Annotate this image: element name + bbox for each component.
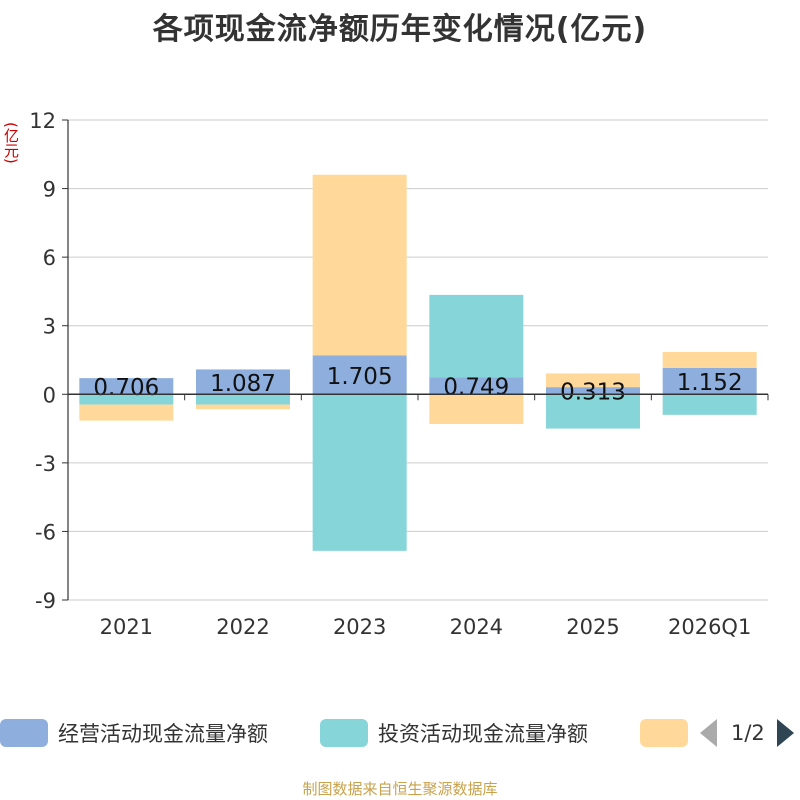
- chart-title: 各项现金流净额历年变化情况(亿元): [152, 12, 648, 47]
- y-tick-label: 3: [43, 315, 56, 339]
- data-label: 0.749: [443, 375, 509, 401]
- legend-swatch-investing: [320, 719, 368, 747]
- y-tick-label: 9: [43, 178, 56, 202]
- bar-investing-2026Q1: [662, 394, 757, 415]
- legend-label-investing: 投资活动现金流量净额: [378, 722, 588, 746]
- legend-pager: 1/2: [700, 716, 794, 750]
- legend-swatch-operating: [0, 719, 48, 747]
- y-tick-label: 0: [43, 383, 56, 407]
- bar-financing-2026Q1: [662, 351, 757, 368]
- y-tick-label: -6: [35, 520, 56, 544]
- data-label: 1.087: [210, 371, 276, 397]
- x-tick-label: 2026Q1: [668, 615, 751, 639]
- y-axis-unit: (亿元): [2, 122, 20, 164]
- bar-financing-2024: [429, 394, 524, 424]
- bar-operating-2026Q1: [662, 367, 757, 395]
- bar-investing-2023: [312, 394, 407, 551]
- y-tick-label: -3: [35, 452, 56, 476]
- x-tick-label: 2023: [333, 615, 386, 639]
- bar-operating-2023: [312, 355, 407, 395]
- legend-prev-icon[interactable]: [700, 719, 717, 747]
- legend-item-operating[interactable]: 经营活动现金流量净额: [0, 716, 268, 750]
- bar-financing-2021: [79, 404, 174, 421]
- bar-operating-2024: [429, 377, 524, 395]
- chart-area: 12 9 6 3 0 -3 -6 -9 0.706 1.087 1.705 0.749 0.313 1.1…: [29, 109, 769, 639]
- bar-investing-2024: [429, 294, 524, 378]
- data-label: 1.152: [677, 370, 743, 396]
- legend-item-investing[interactable]: 投资活动现金流量净额: [320, 716, 588, 750]
- data-label: 0.313: [560, 380, 626, 406]
- legend-label-operating: 经营活动现金流量净额: [58, 722, 268, 746]
- data-label: 0.706: [93, 375, 159, 401]
- legend-swatch-financing: [640, 719, 688, 747]
- bar-investing-2022: [196, 394, 290, 405]
- x-tick-label: 2021: [100, 615, 153, 639]
- bar-investing-2021: [79, 394, 174, 405]
- bar-operating-2021: [79, 378, 174, 395]
- x-tick-label: 2022: [216, 615, 269, 639]
- bar-operating-2025: [546, 387, 640, 395]
- y-tick-label: -9: [35, 589, 56, 613]
- bar-operating-2022: [196, 369, 290, 395]
- bar-investing-2025: [546, 394, 640, 429]
- data-source-note: 制图数据来自恒生聚源数据库: [302, 780, 498, 798]
- y-tick-label: 6: [43, 246, 56, 270]
- x-tick-label: 2025: [566, 615, 619, 639]
- legend-page-indicator: 1/2: [731, 721, 765, 745]
- x-tick-label: 2024: [450, 615, 503, 639]
- y-tick-label: 12: [29, 109, 56, 133]
- bar-financing-2025: [546, 373, 640, 388]
- bar-financing-2022: [196, 404, 290, 410]
- data-label: 1.705: [327, 364, 393, 390]
- legend-item-financing[interactable]: [640, 716, 698, 750]
- bar-financing-2023: [312, 174, 407, 356]
- legend-next-icon[interactable]: [776, 719, 794, 747]
